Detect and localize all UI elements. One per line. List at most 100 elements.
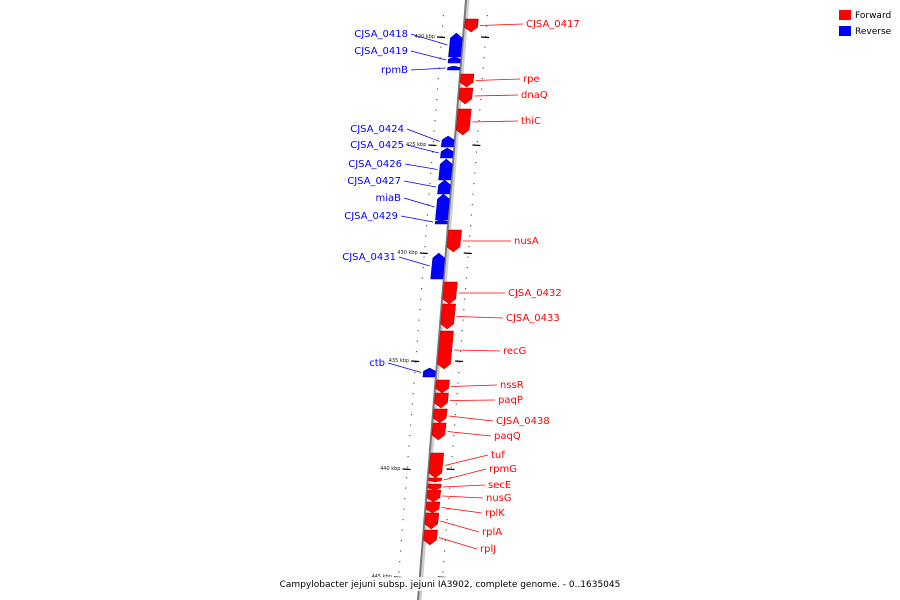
gene-feature-rpla[interactable]: [424, 512, 440, 530]
gene-label[interactable]: CJSA_0419: [354, 46, 408, 57]
minor-tick: [453, 435, 455, 437]
gene-feature-cjsa-0426[interactable]: [438, 158, 453, 181]
gene-connector: [403, 197, 435, 208]
gene-label[interactable]: CJSA_0432: [508, 288, 562, 299]
gene-label[interactable]: dnaQ: [521, 90, 548, 101]
gene-label[interactable]: tuf: [491, 450, 505, 461]
gene-label[interactable]: thiC: [521, 116, 541, 127]
gene-feature-rplj[interactable]: [423, 529, 438, 546]
minor-tick: [402, 519, 404, 521]
gene-connector: [398, 256, 430, 267]
gene-label[interactable]: rpe: [523, 74, 540, 85]
gene-label[interactable]: rplK: [485, 508, 505, 519]
gene-connector: [472, 120, 519, 123]
kbp-label: 425 kbp: [406, 142, 426, 148]
gene-feature-rpmb[interactable]: [447, 65, 460, 71]
gene-feature-cjsa-0432[interactable]: [442, 281, 458, 305]
minor-tick: [410, 414, 413, 416]
major-tick: [402, 468, 411, 471]
gene-label[interactable]: nssR: [500, 380, 524, 391]
minor-tick: [418, 319, 420, 321]
minor-tick: [447, 508, 449, 510]
gene-label[interactable]: rplJ: [480, 544, 496, 555]
gene-label[interactable]: CJSA_0429: [344, 211, 398, 222]
minor-tick: [449, 487, 451, 489]
gene-feature-nssr[interactable]: [435, 379, 450, 394]
gene-feature-cjsa-0431[interactable]: [430, 252, 446, 280]
gene-connector: [404, 163, 438, 170]
gene-label[interactable]: CJSA_0425: [350, 140, 404, 151]
gene-label[interactable]: nusA: [514, 236, 539, 247]
gene-label[interactable]: recG: [503, 346, 526, 357]
gene-connector: [447, 431, 492, 437]
gene-label[interactable]: CJSA_0418: [354, 29, 408, 40]
gene-feature-cjsa-0429[interactable]: [434, 219, 448, 225]
minor-tick: [459, 361, 461, 363]
gene-feature-cjsa-0425[interactable]: [440, 147, 454, 159]
major-tick: [428, 144, 437, 147]
minor-tick: [482, 67, 484, 69]
gene-feature-cjsa-0438[interactable]: [432, 408, 448, 424]
minor-tick: [460, 340, 462, 342]
minor-tick: [426, 214, 429, 216]
gene-feature-cjsa-0419[interactable]: [447, 56, 461, 64]
minor-tick: [444, 540, 446, 542]
gene-feature-sece[interactable]: [427, 483, 442, 491]
gene-feature-dnaq[interactable]: [458, 87, 474, 105]
gene-connector: [453, 349, 501, 352]
gene-connector: [410, 50, 447, 61]
gene-label[interactable]: rplA: [482, 527, 502, 538]
gene-label[interactable]: paqQ: [494, 431, 521, 442]
gene-feature-nusa[interactable]: [446, 229, 462, 253]
gene-label[interactable]: CJSA_0438: [496, 416, 550, 427]
major-tick: [481, 36, 490, 39]
minor-tick: [430, 172, 432, 174]
gene-connector: [403, 180, 437, 188]
gene-label[interactable]: miaB: [375, 193, 401, 204]
gene-feature-cjsa-0433[interactable]: [440, 303, 456, 330]
minor-tick: [436, 99, 438, 101]
gene-feature-paqp[interactable]: [434, 392, 449, 409]
gene-connector: [448, 415, 494, 422]
gene-feature-rpmg[interactable]: [428, 477, 443, 483]
gene-label[interactable]: CJSA_0424: [350, 124, 404, 135]
gene-feature-ctb[interactable]: [422, 367, 436, 378]
gene-feature-thic[interactable]: [455, 108, 472, 136]
gene-feature-tuf[interactable]: [428, 452, 445, 479]
gene-label[interactable]: CJSA_0433: [506, 313, 560, 324]
gene-feature-cjsa-0417[interactable]: [464, 18, 479, 33]
gene-label[interactable]: CJSA_0427: [347, 176, 401, 187]
gene-label[interactable]: nusG: [486, 493, 512, 504]
gene-feature-rplk[interactable]: [425, 501, 441, 514]
gene-feature-nusg[interactable]: [426, 489, 442, 503]
gene-label[interactable]: ctb: [369, 358, 385, 369]
gene-label[interactable]: CJSA_0431: [342, 252, 396, 263]
minor-tick: [472, 193, 474, 195]
gene-feature-rpe[interactable]: [459, 73, 475, 88]
minor-tick: [399, 561, 401, 563]
gene-label[interactable]: rpmG: [489, 464, 517, 475]
gene-feature-cjsa-0427[interactable]: [437, 179, 451, 195]
gene-connector: [410, 67, 446, 71]
minor-tick: [471, 204, 473, 206]
gene-feature-recg[interactable]: [437, 330, 454, 370]
minor-tick: [412, 393, 414, 395]
gene-feature-cjsa-0424[interactable]: [440, 135, 455, 148]
minor-tick: [417, 330, 419, 332]
minor-tick: [437, 78, 439, 80]
gene-label[interactable]: rpmB: [381, 65, 408, 76]
major-tick: [446, 468, 455, 471]
minor-tick: [446, 519, 448, 521]
gene-feature-paqq[interactable]: [431, 422, 447, 441]
gene-connector: [400, 215, 434, 223]
gene-feature-miab[interactable]: [435, 193, 450, 221]
gene-label[interactable]: secE: [488, 480, 511, 491]
minor-tick: [477, 130, 479, 132]
gene-feature-cjsa-0418[interactable]: [448, 32, 463, 58]
gene-label[interactable]: CJSA_0417: [526, 19, 580, 30]
gene-label[interactable]: paqP: [498, 395, 523, 406]
major-tick: [472, 144, 481, 147]
minor-tick: [439, 57, 441, 59]
minor-tick: [455, 403, 457, 405]
gene-label[interactable]: CJSA_0426: [348, 159, 402, 170]
